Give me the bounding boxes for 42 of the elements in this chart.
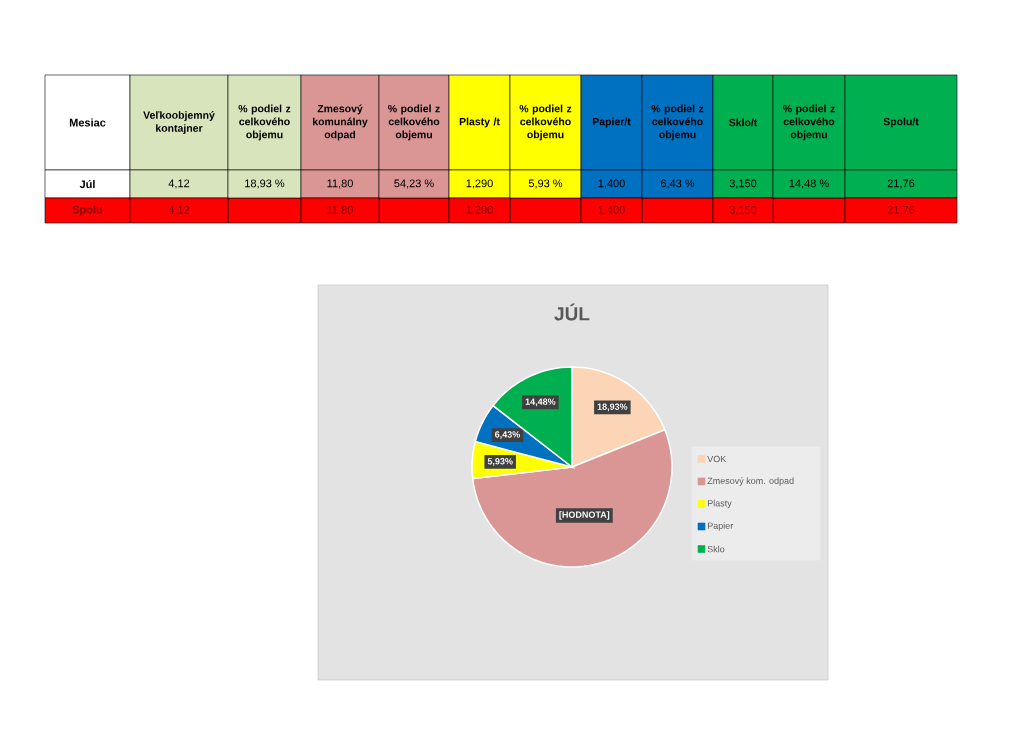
text: 4,12	[168, 179, 190, 189]
category-label: Plasty /t	[459, 117, 500, 128]
category-label: % podiel z celkového objemu	[783, 104, 835, 141]
text: 21,76	[887, 179, 915, 189]
category-label: % podiel z celkového objemu	[238, 104, 291, 141]
category-label: Papier/t	[592, 117, 631, 128]
text: 3,150	[729, 179, 757, 189]
data-label: 5,93%	[487, 458, 513, 466]
text: 1,400	[598, 205, 625, 216]
category-label: % podiel z celkového objemu	[388, 104, 440, 141]
data-label: 18,93%	[597, 403, 628, 412]
text: 1,290	[466, 205, 493, 216]
category-label: Spolu/t	[883, 117, 919, 128]
text: Mesiac	[69, 118, 106, 127]
text: 14,48 %	[789, 179, 829, 189]
category-label: Veľkoobjemný kontajner	[143, 111, 215, 134]
category-label: % podiel z celkového objemu	[651, 104, 704, 141]
data-label: 14,48%	[525, 398, 556, 407]
text: 18,93 %	[245, 179, 285, 189]
category-label: Spolu	[72, 205, 103, 216]
legend-label: Sklo	[707, 545, 725, 553]
text: 3,150	[729, 205, 757, 216]
text: 11,80	[327, 179, 353, 189]
text: 21,76	[887, 205, 915, 216]
chart-title: JÚL	[554, 303, 590, 321]
legend-label: Zmesový kom. odpad	[707, 477, 794, 486]
data-label: 6,43%	[495, 431, 520, 439]
text: 1,400	[598, 179, 625, 189]
text: 6,43 %	[660, 179, 695, 189]
category-label: % podiel z celkového objemu	[519, 104, 572, 141]
text: 5,93 %	[528, 179, 563, 189]
category-label: Zmesový komunálny odpad	[313, 104, 368, 141]
legend-label: Plasty	[707, 499, 732, 509]
data-label: [HODNOTA]	[559, 511, 610, 520]
category-label: Sklo/t	[729, 118, 758, 127]
legend-label: VOK	[707, 455, 727, 463]
text: 11,80	[327, 205, 353, 216]
text: 4,12	[168, 205, 190, 216]
text: 1,290	[466, 179, 493, 189]
legend-label: Papier	[707, 522, 734, 531]
category-label: Júl	[79, 179, 95, 189]
text: 54,23 %	[394, 179, 434, 189]
